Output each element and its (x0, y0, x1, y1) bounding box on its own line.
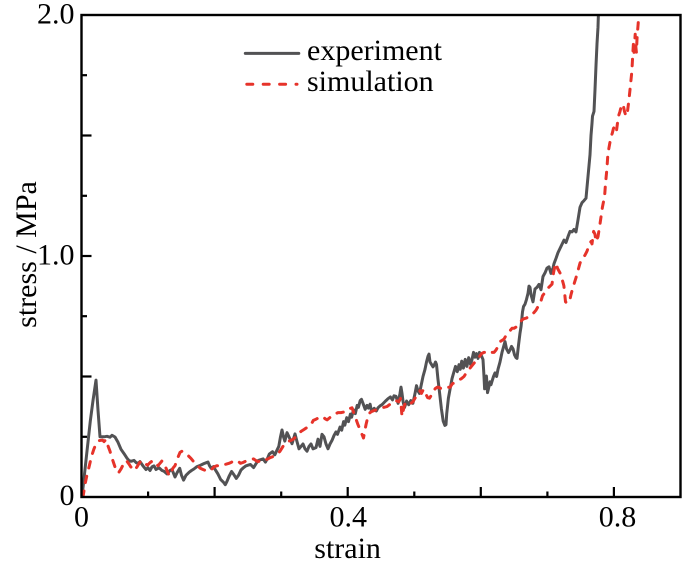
svg-text:experiment: experiment (307, 34, 443, 67)
svg-text:strain: strain (314, 532, 381, 565)
svg-text:0: 0 (60, 479, 75, 512)
svg-text:simulation: simulation (307, 65, 434, 98)
svg-text:0.4: 0.4 (329, 501, 367, 534)
svg-text:0.8: 0.8 (599, 501, 637, 534)
svg-text:1.0: 1.0 (37, 238, 75, 271)
svg-text:stress / MPa: stress / MPa (10, 181, 43, 328)
svg-text:0: 0 (74, 501, 89, 534)
svg-text:2.0: 2.0 (37, 0, 75, 31)
